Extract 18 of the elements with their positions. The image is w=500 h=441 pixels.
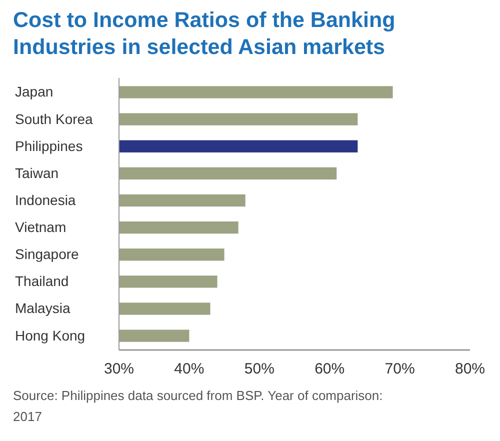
chart-title: Cost to Income Ratios of the Banking Industries in selected Asian markets [13, 8, 396, 59]
x-tick-label: 50% [244, 360, 274, 378]
x-tick-label: 70% [384, 360, 415, 378]
y-tick-label: Indonesia [15, 192, 76, 208]
x-tick-label: 40% [174, 360, 204, 378]
y-tick-label: South Korea [15, 110, 94, 127]
source-note: Source: Philippines data sourced from BSP. Year of comparison: 2017 [13, 388, 383, 424]
y-tick-label: Philippines [15, 138, 83, 154]
y-tick-label: Malaysia [15, 300, 70, 316]
y-tick-label: Japan [15, 84, 54, 100]
x-tick-label: 60% [314, 360, 345, 378]
y-tick-label: Taiwan [15, 164, 59, 181]
y-tick-label: Hong Kong [15, 327, 86, 344]
y-tick-label: Singapore [15, 246, 80, 262]
x-tick-label: 30% [104, 360, 134, 378]
y-tick-label: Vietnam [15, 219, 66, 236]
x-tick-label: 80% [454, 360, 486, 378]
y-tick-label: Thailand [15, 273, 69, 290]
